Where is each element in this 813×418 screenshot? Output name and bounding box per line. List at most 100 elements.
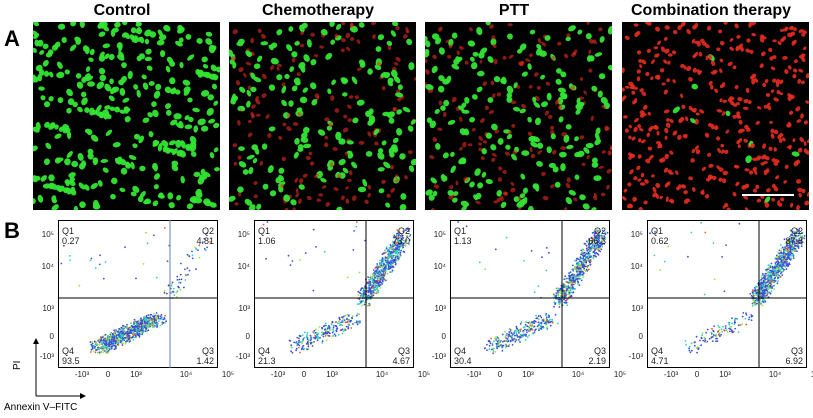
dead-cell xyxy=(639,64,643,69)
dead-cell xyxy=(343,114,348,119)
event-dot xyxy=(398,247,400,250)
event-dot xyxy=(387,257,390,260)
event-dot xyxy=(297,346,300,349)
event-dot xyxy=(545,316,548,319)
quadrant-q2: Q2 73.0 xyxy=(380,226,410,246)
event-dot xyxy=(589,264,592,266)
live-cell xyxy=(399,153,406,160)
event-dot xyxy=(321,332,324,335)
event-dot xyxy=(376,286,378,289)
event-dot xyxy=(582,254,584,257)
event-dot xyxy=(506,338,509,340)
live-cell xyxy=(586,55,592,62)
event-dot xyxy=(576,277,579,280)
event-dot xyxy=(565,289,568,292)
event-dot xyxy=(100,340,103,343)
dead-cell xyxy=(723,22,728,25)
event-dot xyxy=(796,242,798,245)
event-dot xyxy=(318,326,321,328)
event-dot xyxy=(521,335,524,338)
dead-cell xyxy=(751,22,757,26)
event-dot xyxy=(180,262,182,265)
event-dot xyxy=(197,249,199,252)
dead-cell xyxy=(675,170,679,176)
event-dot xyxy=(327,331,330,334)
live-cell xyxy=(147,112,153,118)
event-dot xyxy=(146,242,149,245)
live-cell xyxy=(148,131,154,138)
event-dot xyxy=(575,270,578,273)
event-dot xyxy=(566,304,569,307)
event-dot xyxy=(359,302,362,305)
event-dot xyxy=(376,279,379,282)
event-dot xyxy=(328,326,331,328)
event-dot xyxy=(507,336,510,339)
live-cell xyxy=(451,32,458,39)
event-dot xyxy=(592,238,595,241)
live-cell xyxy=(130,27,137,34)
event-dot xyxy=(399,251,402,254)
live-cell xyxy=(40,95,46,101)
event-dot xyxy=(78,284,81,287)
event-dot xyxy=(185,274,187,277)
event-dot xyxy=(355,221,358,223)
event-dot xyxy=(518,335,520,338)
event-dot xyxy=(793,234,796,236)
live-cell xyxy=(294,41,300,46)
dead-cell xyxy=(664,48,670,54)
event-dot xyxy=(567,286,570,289)
x-tick-label: 10⁵ xyxy=(613,370,627,379)
dead-cell xyxy=(793,39,797,44)
dead-cell xyxy=(516,84,521,89)
dead-cell xyxy=(570,52,577,57)
dead-cell xyxy=(736,111,741,116)
dead-cell xyxy=(798,29,804,33)
event-dot xyxy=(262,223,265,226)
event-dot xyxy=(785,249,787,251)
event-dot xyxy=(166,260,169,263)
dead-cell xyxy=(737,138,743,143)
live-cell xyxy=(138,53,146,60)
event-dot xyxy=(783,257,786,260)
event-dot xyxy=(457,221,459,223)
event-dot xyxy=(332,330,335,333)
dead-cell xyxy=(639,110,645,115)
dead-cell xyxy=(387,45,392,51)
event-dot xyxy=(338,316,341,319)
dead-cell xyxy=(759,37,765,43)
x-tick-label: 0 xyxy=(301,370,307,379)
live-cell xyxy=(48,122,56,130)
live-cell xyxy=(351,161,358,169)
event-dot xyxy=(122,325,125,327)
event-dot xyxy=(307,345,310,348)
dead-cell xyxy=(533,72,539,77)
dead-cell xyxy=(722,99,728,103)
dead-cell xyxy=(757,155,762,159)
live-cell xyxy=(71,160,79,168)
dead-cell xyxy=(659,195,663,200)
dead-cell xyxy=(605,126,610,131)
event-dot xyxy=(762,291,764,294)
event-dot xyxy=(773,277,776,280)
dead-cell xyxy=(238,67,244,73)
event-dot xyxy=(94,267,97,269)
event-dot xyxy=(791,255,793,257)
event-dot xyxy=(191,250,193,253)
event-dot xyxy=(306,332,309,334)
event-dot xyxy=(135,333,137,336)
live-cell xyxy=(130,191,137,197)
live-cell xyxy=(527,116,532,123)
live-cell xyxy=(368,108,374,116)
live-cell xyxy=(153,184,159,190)
dead-cell xyxy=(579,135,585,140)
event-dot xyxy=(380,281,382,284)
event-dot xyxy=(514,330,516,332)
live-cell xyxy=(98,67,106,75)
event-dot xyxy=(512,331,515,334)
event-dot xyxy=(140,321,143,324)
live-cell xyxy=(184,124,193,130)
event-dot xyxy=(786,263,789,265)
event-dot xyxy=(378,276,381,279)
quadrant-q2-value: 4.81 xyxy=(196,236,214,246)
event-dot xyxy=(142,326,145,329)
